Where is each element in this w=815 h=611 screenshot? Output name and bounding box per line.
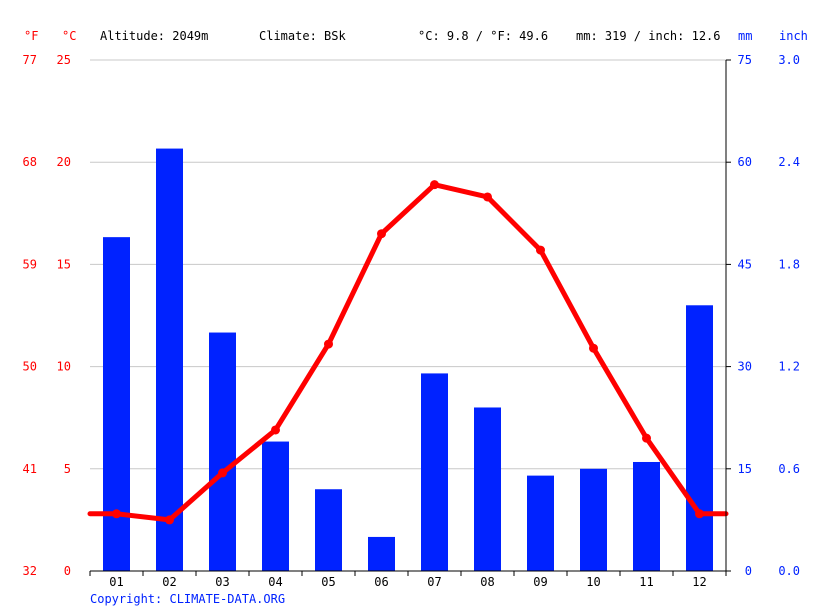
unit-inch-label: inch xyxy=(779,29,808,43)
temperature-line xyxy=(87,180,729,525)
temperature-summary: °C: 9.8 / °F: 49.6 xyxy=(418,29,548,43)
celsius-tick-label: 10 xyxy=(57,360,71,374)
temperature-point xyxy=(589,343,598,353)
unit-c-label: °C xyxy=(62,29,76,43)
month-tick-label: 11 xyxy=(639,575,653,589)
altitude-label: Altitude: 2049m xyxy=(100,29,208,43)
precip-bar xyxy=(633,461,660,571)
fahrenheit-tick-label: 77 xyxy=(23,53,37,67)
copyright-link[interactable]: Copyright: CLIMATE-DATA.ORG xyxy=(90,592,285,606)
precipitation-summary: mm: 319 / inch: 12.6 xyxy=(576,29,721,43)
fahrenheit-tick-label: 68 xyxy=(23,155,37,169)
temperature-point xyxy=(536,245,545,255)
precip-bar xyxy=(103,237,130,571)
fahrenheit-tick-label: 41 xyxy=(23,462,37,476)
temperature-series-line xyxy=(87,182,729,523)
inch-tick-label: 1.2 xyxy=(778,360,800,374)
precip-bar xyxy=(209,332,236,571)
unit-f-label: °F xyxy=(24,29,38,43)
month-tick-label: 12 xyxy=(692,575,706,589)
fahrenheit-tick-label: 59 xyxy=(23,257,37,271)
inch-tick-label: 1.8 xyxy=(778,257,800,271)
axes xyxy=(89,59,731,576)
precip-bar xyxy=(580,468,607,571)
celsius-tick-label: 5 xyxy=(64,462,71,476)
fahrenheit-tick-label: 32 xyxy=(23,564,37,578)
month-tick-label: 08 xyxy=(480,575,494,589)
precip-bar xyxy=(315,489,342,571)
month-tick-label: 04 xyxy=(268,575,282,589)
unit-mm-label: mm xyxy=(738,29,752,43)
precip-bar xyxy=(474,407,501,571)
mm-tick-label: 30 xyxy=(738,360,752,374)
month-tick-label: 09 xyxy=(533,575,547,589)
temperature-point xyxy=(324,339,333,349)
tick-labels: 01 02 03 04 05 06 07 08 09 10 11 12 32 0 0 0.0 41 5 15 0.6 5… xyxy=(23,53,800,589)
temperature-point xyxy=(642,433,651,443)
month-tick-label: 06 xyxy=(374,575,388,589)
mm-tick-label: 0 xyxy=(745,564,752,578)
temperature-point xyxy=(483,192,492,202)
temperature-point xyxy=(271,425,280,435)
celsius-tick-label: 25 xyxy=(57,53,71,67)
precip-bar xyxy=(368,536,395,571)
inch-tick-label: 2.4 xyxy=(778,155,800,169)
celsius-tick-label: 20 xyxy=(57,155,71,169)
temperature-point xyxy=(430,180,439,190)
temperature-point xyxy=(377,229,386,239)
inch-tick-label: 3.0 xyxy=(778,53,800,67)
month-tick-label: 02 xyxy=(162,575,176,589)
mm-tick-label: 75 xyxy=(738,53,752,67)
precip-bar xyxy=(262,441,289,571)
month-tick-label: 03 xyxy=(215,575,229,589)
fahrenheit-tick-label: 50 xyxy=(23,360,37,374)
celsius-tick-label: 15 xyxy=(57,257,71,271)
precip-bar xyxy=(686,305,713,571)
gridlines xyxy=(90,59,726,470)
mm-tick-label: 60 xyxy=(738,155,752,169)
month-tick-label: 07 xyxy=(427,575,441,589)
mm-tick-label: 45 xyxy=(738,257,752,271)
precipitation-bars xyxy=(103,148,713,571)
month-tick-label: 01 xyxy=(109,575,123,589)
mm-tick-label: 15 xyxy=(738,462,752,476)
precip-bar xyxy=(156,148,183,571)
temperature-point xyxy=(695,509,704,519)
inch-tick-label: 0.0 xyxy=(778,564,800,578)
temperature-point xyxy=(112,509,121,519)
inch-tick-label: 0.6 xyxy=(778,462,800,476)
precip-bar xyxy=(527,475,554,571)
temperature-point xyxy=(165,515,174,525)
temperature-point xyxy=(218,468,227,478)
month-tick-label: 10 xyxy=(586,575,600,589)
climate-label: Climate: BSk xyxy=(259,29,346,43)
month-tick-label: 05 xyxy=(321,575,335,589)
precip-bar xyxy=(421,373,448,571)
celsius-tick-label: 0 xyxy=(64,564,71,578)
